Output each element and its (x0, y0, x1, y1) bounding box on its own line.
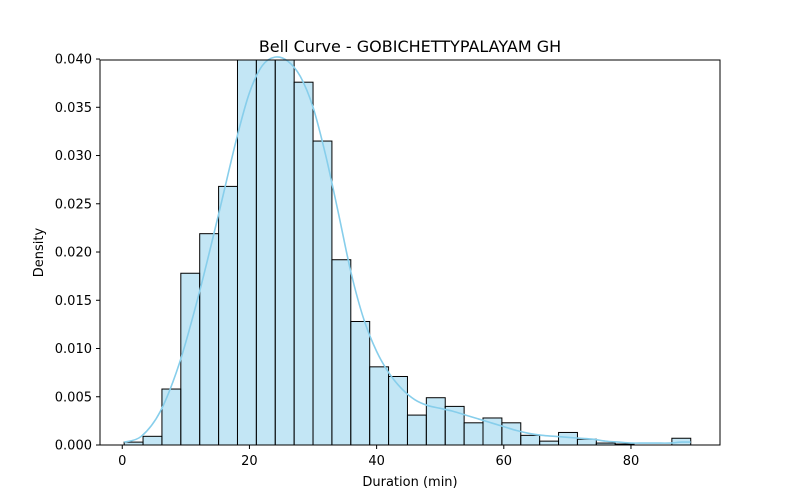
y-tick-label: 0.035 (55, 101, 92, 116)
histogram-bar (539, 440, 560, 446)
y-tick-label: 0.010 (55, 342, 92, 357)
x-tick-label: 20 (241, 454, 258, 469)
x-axis-label: Duration (min) (362, 475, 457, 490)
y-tick-label: 0.025 (55, 197, 92, 212)
y-tick-label: 0.015 (55, 294, 92, 309)
histogram-bar (331, 259, 352, 446)
histogram-bar (293, 81, 314, 446)
histogram-bar (406, 414, 427, 446)
histogram-bar (161, 388, 182, 446)
y-axis-ticks: 0.000 0.005 0.010 0.015 0.020 0.025 0.030 0.035… (55, 53, 100, 454)
x-tick-label: 40 (368, 454, 385, 469)
histogram-bar (274, 59, 295, 446)
histogram-bar (236, 59, 257, 446)
histogram-bar (199, 233, 220, 446)
histogram-bar (350, 320, 371, 446)
histogram-bar (218, 185, 238, 446)
chart-title: Bell Curve - GOBICHETTYPALAYAM GH (259, 37, 561, 56)
histogram-bar (425, 397, 446, 446)
kde-curve (123, 56, 691, 444)
x-tick-label: 60 (496, 454, 513, 469)
kde-curve-group (123, 56, 691, 444)
y-tick-label: 0.005 (55, 390, 92, 405)
histogram-bar (558, 431, 578, 446)
x-tick-label: 0 (118, 454, 126, 469)
histogram-bars (123, 59, 692, 446)
y-tick-label: 0.030 (55, 149, 92, 164)
x-tick-label: 80 (623, 454, 640, 469)
histogram-bar (369, 366, 390, 446)
y-axis-label: Density (32, 227, 47, 277)
histogram-bar (142, 435, 163, 446)
y-tick-label: 0.040 (55, 53, 92, 68)
y-tick-label: 0.020 (55, 246, 92, 261)
histogram-bar (463, 422, 484, 446)
x-axis-ticks: 0 20 40 60 80 (118, 445, 639, 469)
histogram-bar (312, 140, 333, 446)
y-tick-label: 0.000 (55, 439, 92, 454)
histogram-bar (388, 375, 408, 446)
histogram-bar (255, 59, 276, 446)
histogram-bar (520, 434, 541, 446)
